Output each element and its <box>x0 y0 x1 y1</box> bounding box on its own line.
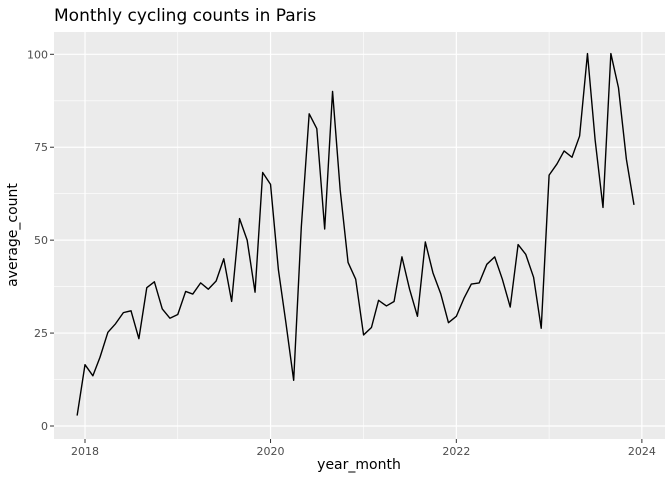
y-axis-title: average_count <box>5 183 21 287</box>
y-tick-label: 100 <box>27 48 48 61</box>
major-gridlines <box>54 32 665 439</box>
x-tick-label: 2018 <box>71 445 99 458</box>
y-tick-label: 0 <box>41 420 48 433</box>
x-tick-label: 2022 <box>442 445 470 458</box>
x-axis-title: year_month <box>317 457 401 473</box>
y-tick-label: 25 <box>34 327 48 340</box>
plot-panel <box>54 32 665 439</box>
y-axis: 0 25 50 75 100 <box>27 48 54 433</box>
y-tick-label: 50 <box>34 234 48 247</box>
x-axis: 2018 2020 2022 2024 <box>71 439 656 458</box>
x-tick-label: 2024 <box>628 445 656 458</box>
series-line <box>76 52 635 416</box>
y-tick-label: 75 <box>34 141 48 154</box>
x-tick-label: 2020 <box>257 445 285 458</box>
chart-title: Monthly cycling counts in Paris <box>54 6 316 26</box>
